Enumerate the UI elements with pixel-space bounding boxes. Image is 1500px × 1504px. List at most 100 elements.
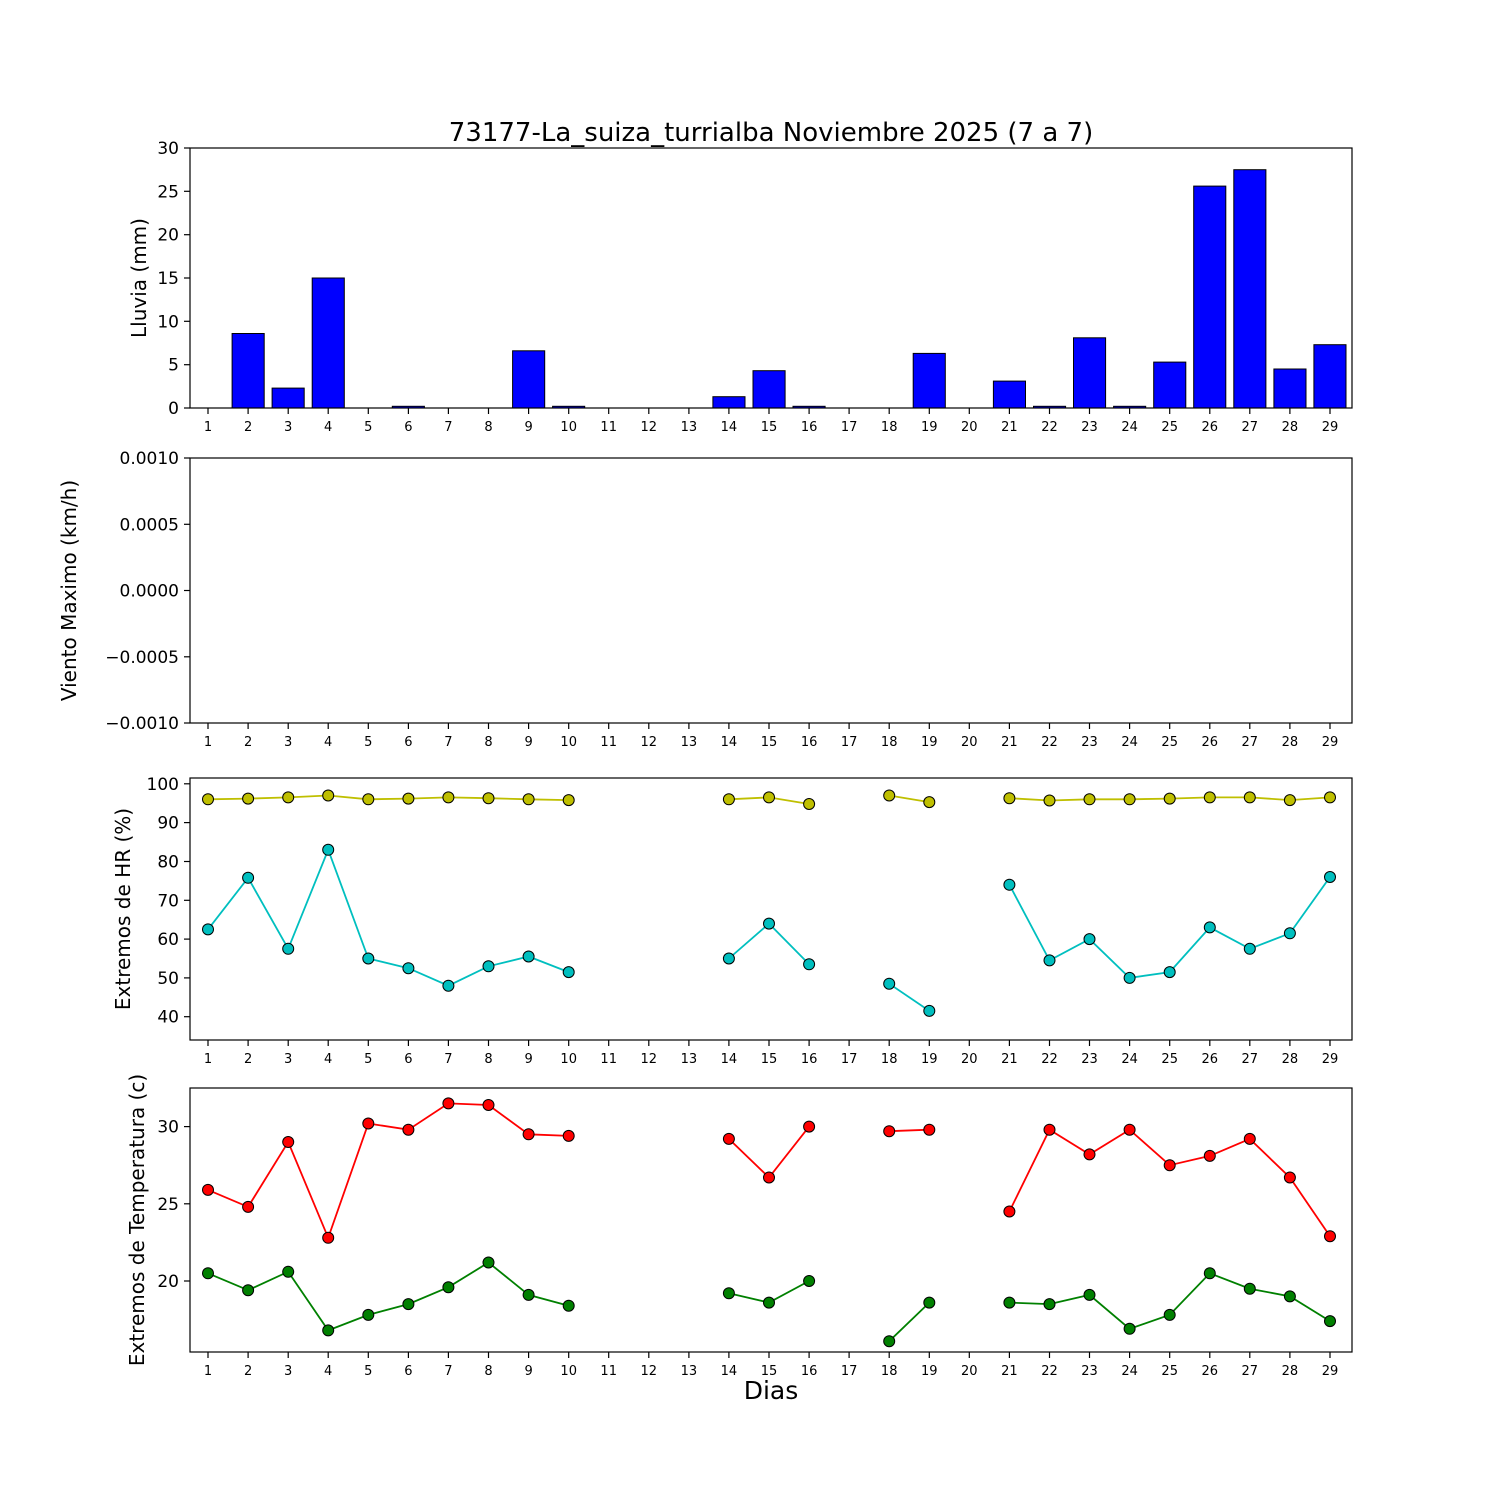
x-tick-label: 25: [1161, 1364, 1178, 1379]
marker: [1123, 1123, 1136, 1136]
marker: [1324, 791, 1336, 804]
x-tick-label: 13: [681, 1364, 698, 1379]
marker: [1243, 1282, 1256, 1295]
marker: [1043, 954, 1056, 967]
x-tick-label: 16: [801, 735, 818, 750]
marker: [923, 796, 936, 809]
y-tick-label: 15: [157, 269, 179, 289]
marker: [202, 1267, 214, 1280]
marker: [202, 793, 214, 806]
x-tick-label: 4: [324, 1364, 332, 1379]
x-tick-label: 28: [1282, 420, 1299, 435]
x-tick-label: 16: [801, 420, 818, 435]
series-line: [207, 847, 1331, 1012]
x-tick-label: 22: [1041, 735, 1058, 750]
x-tick-label: 17: [841, 420, 858, 435]
marker: [1324, 1230, 1336, 1243]
y-tick-label: 25: [157, 182, 179, 202]
marker: [923, 1004, 936, 1017]
x-tick-label: 8: [484, 735, 492, 750]
marker: [1083, 933, 1096, 946]
y-tick-label: 60: [157, 930, 179, 950]
x-tick-label: 11: [600, 735, 617, 750]
marker: [803, 1120, 816, 1133]
x-tick-label: 23: [1081, 735, 1098, 750]
y-tick-label: 40: [157, 1008, 179, 1028]
marker: [362, 1308, 375, 1321]
marker: [923, 1296, 936, 1309]
chart-title: 73177-La_suiza_turrialba Noviembre 2025 …: [449, 118, 1093, 148]
x-tick-label: 27: [1242, 1364, 1259, 1379]
bar-day-21: [992, 380, 1027, 409]
bar-day-9: [512, 350, 546, 409]
bar-day-27: [1233, 169, 1267, 409]
marker: [482, 792, 495, 805]
series-hr-max: [202, 789, 1336, 810]
marker: [482, 960, 495, 973]
x-tick-label: 1: [204, 1364, 212, 1379]
marker: [1163, 792, 1176, 805]
marker: [402, 1298, 415, 1311]
marker: [1123, 971, 1136, 984]
marker: [1003, 878, 1016, 891]
y-tick-label: 50: [157, 969, 179, 989]
marker: [562, 794, 575, 807]
x-tick-label: 13: [681, 735, 698, 750]
x-tick-label: 14: [721, 1052, 738, 1067]
x-tick-label: 21: [1001, 420, 1018, 435]
marker: [763, 1296, 775, 1309]
marker: [282, 791, 295, 804]
y-axis-label: Lluvia (mm): [127, 218, 151, 338]
x-tick-label: 25: [1161, 735, 1178, 750]
axes-frame: [189, 777, 1353, 1041]
x-tick-label: 29: [1322, 735, 1339, 750]
x-tick-label: 26: [1202, 735, 1219, 750]
y-axis-label: Extremos de Temperatura (c): [125, 1074, 149, 1366]
x-tick-label: 19: [921, 1364, 938, 1379]
marker: [722, 1287, 735, 1300]
x-tick-label: 4: [324, 420, 332, 435]
x-tick-label: 7: [444, 735, 452, 750]
x-tick-label: 2: [244, 1364, 252, 1379]
marker: [242, 1200, 255, 1213]
series-hr-min: [202, 843, 1336, 1017]
x-tick-label: 19: [921, 420, 938, 435]
x-tick-label: 10: [560, 420, 577, 435]
marker: [202, 1183, 214, 1196]
marker: [1324, 871, 1336, 883]
x-tick-label: 13: [681, 1052, 698, 1067]
y-tick-label: 0.0010: [120, 449, 179, 469]
x-tick-label: 9: [524, 420, 532, 435]
marker: [362, 952, 375, 965]
x-tick-label: 21: [1001, 1052, 1018, 1067]
x-tick-label: 9: [524, 1052, 532, 1067]
x-tick-label: 6: [404, 735, 412, 750]
bar-day-15: [752, 370, 786, 409]
marker: [522, 950, 535, 963]
marker: [883, 1125, 896, 1138]
x-tick-label: 26: [1202, 1052, 1219, 1067]
marker: [1203, 1267, 1216, 1280]
x-tick-label: 11: [600, 1364, 617, 1379]
marker: [1203, 791, 1216, 804]
x-tick-label: 10: [560, 735, 577, 750]
x-tick-label: 4: [324, 735, 332, 750]
x-tick-label: 9: [524, 1364, 532, 1379]
marker: [923, 1123, 936, 1136]
marker: [242, 1284, 255, 1297]
x-tick-label: 7: [444, 1364, 452, 1379]
x-tick-label: 2: [244, 420, 252, 435]
x-tick-label: 7: [444, 420, 452, 435]
marker: [282, 1136, 295, 1148]
x-tick-label: 10: [560, 1364, 577, 1379]
marker: [402, 792, 415, 805]
marker: [402, 962, 415, 975]
marker: [803, 798, 816, 810]
x-tick-label: 13: [681, 420, 698, 435]
marker: [1003, 1296, 1016, 1309]
x-tick-label: 5: [364, 1052, 372, 1067]
